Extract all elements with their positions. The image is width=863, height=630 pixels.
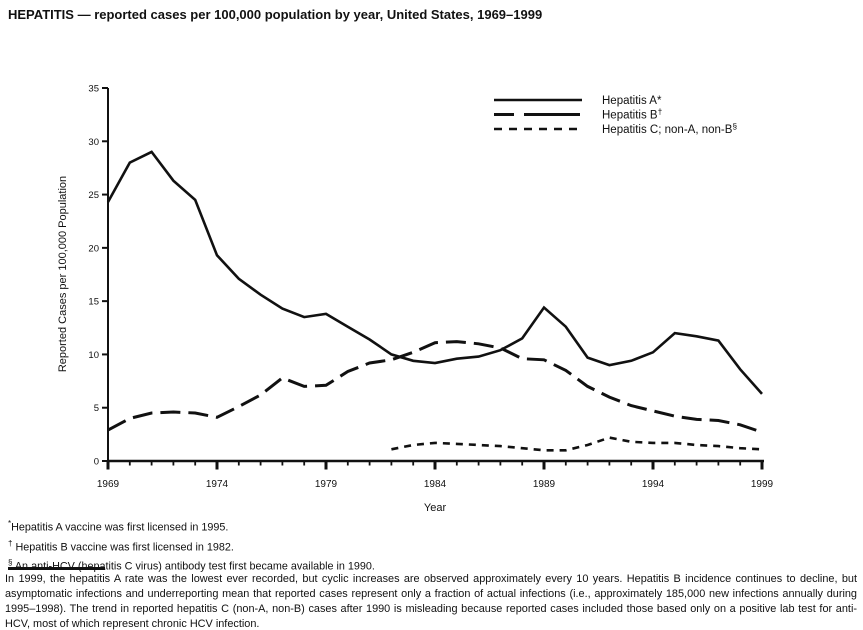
footnotes: *Hepatitis A vaccine was first licensed … — [8, 516, 375, 575]
y-tick-label: 5 — [94, 403, 99, 414]
footnote-hepatitis-a: *Hepatitis A vaccine was first licensed … — [8, 516, 375, 536]
series-line-hepatitis-a — [106, 150, 763, 395]
y-tick-label: 0 — [94, 457, 99, 468]
x-tick-label: 1984 — [424, 479, 447, 490]
footnote-marker: † — [8, 538, 13, 548]
series-line-hepatitis-c — [391, 436, 763, 452]
footnote-hepatitis-b: † Hepatitis B vaccine was first licensed… — [8, 536, 375, 556]
y-tick-label: 20 — [88, 243, 99, 254]
separator-rule — [8, 567, 105, 570]
y-tick-label: 15 — [88, 297, 99, 308]
x-tick-label: 1999 — [751, 479, 774, 490]
commentary-text: In 1999, the hepatitis A rate was the lo… — [5, 573, 857, 630]
chart-layer: 0 5 10 15 20 25 30 35 1969 1974 1979 1984 1989 1994 19… — [88, 84, 773, 491]
y-tick-label: 30 — [88, 137, 99, 148]
x-tick-label: 1989 — [533, 479, 556, 490]
footnote-text: Hepatitis B vaccine was first licensed i… — [12, 541, 234, 554]
series-line-hepatitis-b — [107, 340, 763, 434]
legend-label-hepatitis-c: Hepatitis C; non-A, non-B§ — [602, 121, 737, 136]
legend-label-hepatitis-b: Hepatitis B† — [602, 107, 663, 122]
footnote-marker: § — [8, 558, 13, 568]
hepatitis-line-chart: Reported Cases per 100,000 Population Ye… — [57, 84, 774, 515]
x-tick-label: 1994 — [642, 479, 665, 490]
legend-label-hepatitis-a: Hepatitis A* — [602, 95, 662, 107]
footnote-text: Hepatitis A vaccine was first licensed i… — [11, 521, 229, 534]
x-tick-label: 1969 — [97, 479, 120, 490]
footnote-marker: * — [8, 519, 12, 528]
y-tick-label: 35 — [88, 84, 99, 95]
x-tick-label: 1979 — [315, 479, 338, 490]
x-tick-label: 1974 — [206, 479, 229, 490]
y-tick-label: 25 — [88, 190, 99, 201]
y-tick-label: 10 — [88, 350, 99, 361]
y-axis-title: Reported Cases per 100,000 Population — [57, 176, 69, 372]
x-axis-title: Year — [424, 502, 447, 514]
figure-title: HEPATITIS — reported cases per 100,000 p… — [8, 7, 543, 22]
